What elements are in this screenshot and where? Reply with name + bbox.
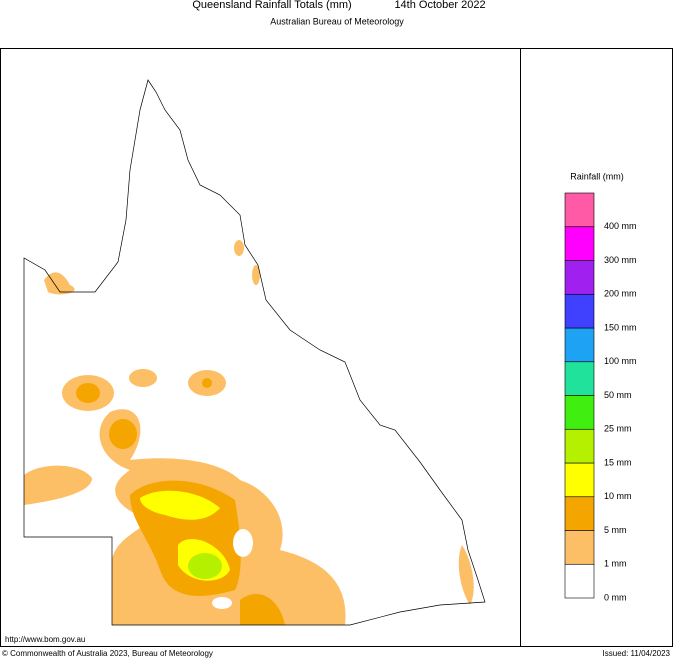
legend-swatch	[564, 293, 595, 329]
date: 14th October 2022	[394, 0, 485, 11]
area-5mm	[240, 594, 285, 625]
legend-swatch	[564, 226, 595, 261]
area-10mm	[140, 490, 220, 520]
subtitle: Australian Bureau of Meteorology	[270, 16, 404, 26]
area-1mm	[129, 369, 157, 387]
legend-label: 100 mm	[604, 356, 637, 366]
queensland-outline	[23, 79, 486, 626]
legend: 0 mm 1 mm 5 mm 10 mm 15 mm 25 mm 50 mm 100 mm 15…	[564, 192, 637, 602]
legend-swatch	[564, 496, 595, 531]
legend-label: 300 mm	[604, 255, 637, 265]
area-dry	[233, 529, 253, 557]
legend-title: Rainfall (mm)	[570, 171, 624, 181]
legend-swatch	[564, 462, 595, 498]
copyright: © Commonwealth of Australia 2023, Bureau…	[2, 649, 213, 658]
legend-label: 400 mm	[604, 221, 637, 231]
legend-swatch	[564, 530, 595, 565]
legend-label: 5 mm	[604, 525, 627, 535]
issued: Issued: 11/04/2023	[603, 649, 671, 658]
legend-label: 15 mm	[604, 457, 632, 467]
area-1mm	[44, 272, 75, 295]
legend-label: 1 mm	[604, 559, 627, 569]
legend-swatch	[564, 428, 595, 464]
area-5mm	[76, 383, 100, 403]
area-dry	[212, 597, 232, 609]
area-5mm	[109, 419, 137, 449]
legend-label: 200 mm	[604, 289, 637, 299]
area-1mm	[252, 265, 260, 285]
area-1mm	[458, 545, 474, 605]
legend-swatch	[564, 192, 595, 228]
area-5mm	[202, 378, 212, 388]
legend-label: 10 mm	[604, 491, 632, 501]
area-1mm	[234, 240, 244, 256]
legend-swatch	[564, 361, 595, 396]
legend-label: 0 mm	[604, 592, 627, 602]
rainfall-areas	[24, 240, 474, 625]
legend-frame	[520, 48, 673, 647]
legend-label: 50 mm	[604, 390, 632, 400]
area-1mm	[24, 465, 92, 505]
legend-label: 25 mm	[604, 424, 632, 434]
legend-swatch	[564, 260, 595, 295]
legend-label: 150 mm	[604, 322, 637, 332]
legend-swatch	[564, 563, 595, 599]
area-15mm	[188, 553, 222, 579]
url: http://www.bom.gov.au	[5, 635, 85, 644]
legend-swatch	[564, 395, 595, 430]
title: Queensland Rainfall Totals (mm)	[192, 0, 351, 11]
legend-swatch	[564, 327, 595, 363]
